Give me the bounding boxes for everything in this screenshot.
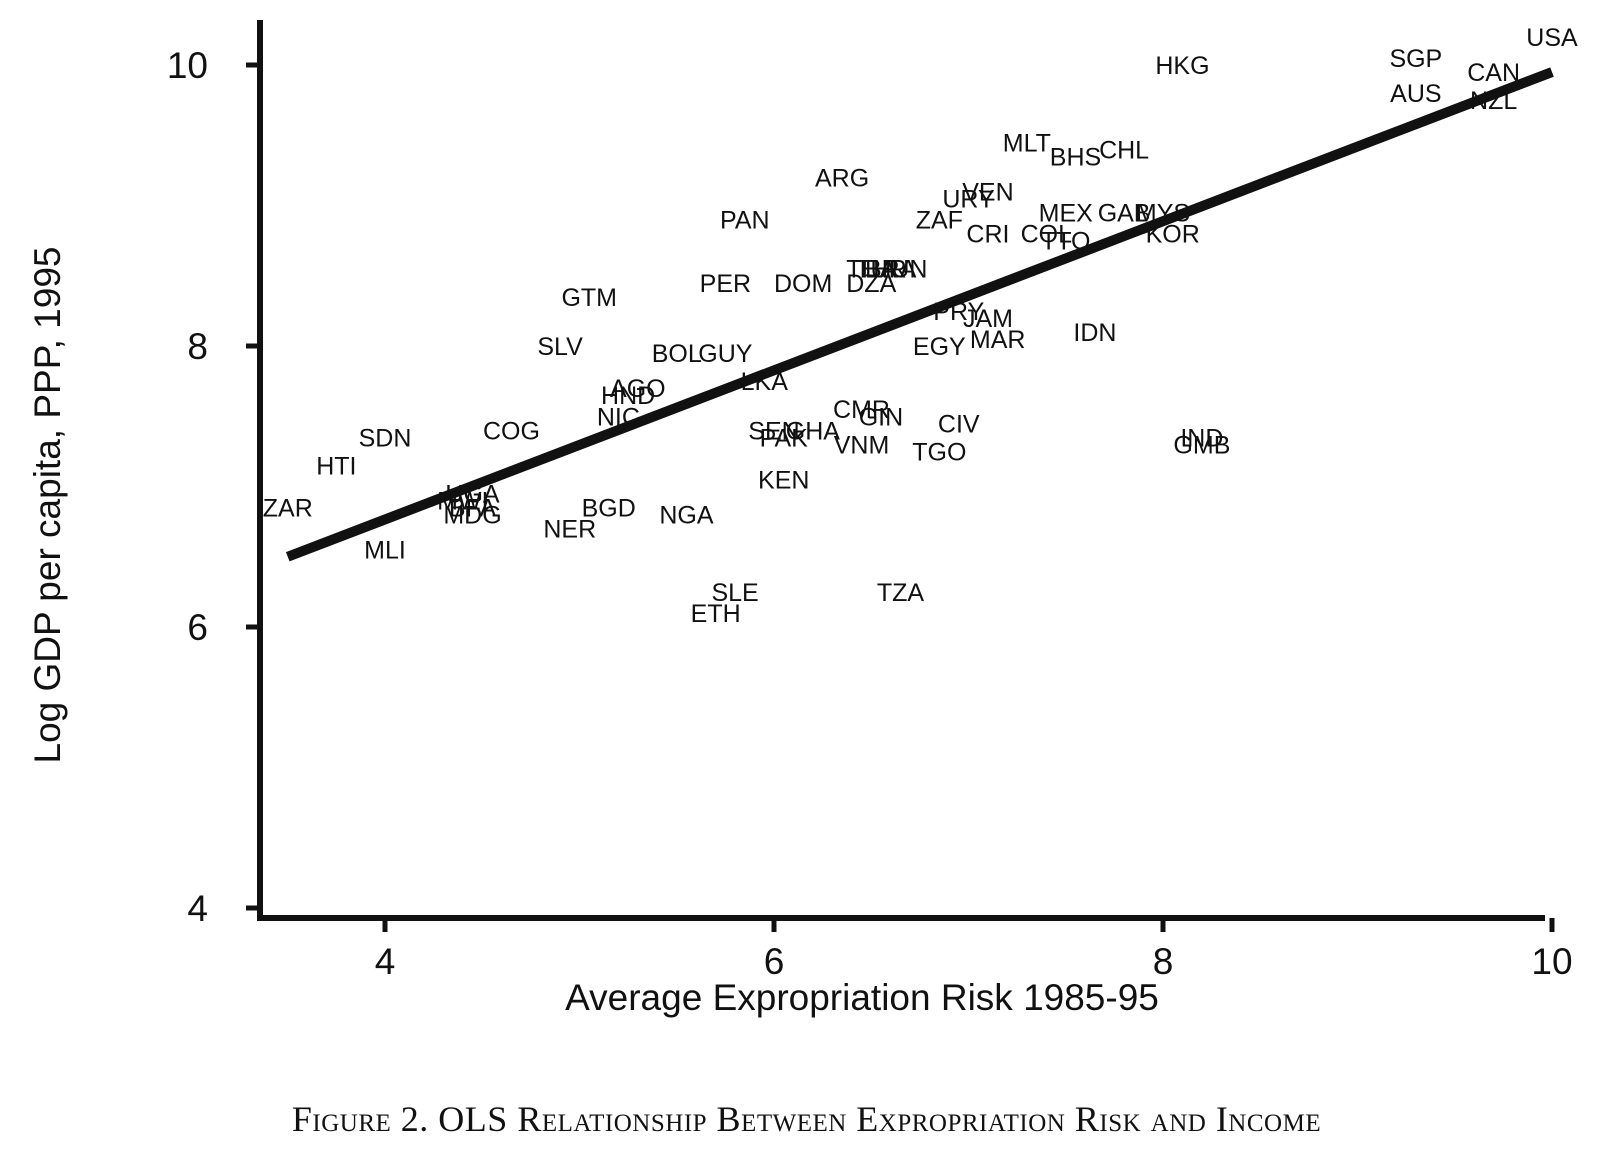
point-label-cri: CRI (966, 221, 1009, 249)
point-label-jam: JAM (963, 305, 1013, 333)
x-tick-label: 10 (1531, 941, 1572, 982)
point-label-chl: CHL (1099, 136, 1149, 164)
y-tick-label: 8 (187, 326, 208, 367)
point-label-bgd: BGD (582, 495, 636, 523)
point-label-arg: ARG (815, 164, 869, 192)
point-label-bhs: BHS (1050, 143, 1101, 171)
point-label-mdg: MDG (443, 502, 501, 530)
y-tick-label: 4 (187, 888, 208, 929)
point-label-ven: VEN (962, 178, 1013, 206)
x-axis-label: Average Expropriation Risk 1985-95 (565, 977, 1159, 1018)
point-label-uga: UGA (445, 481, 500, 509)
point-label-ago: AGO (610, 375, 666, 403)
point-label-nzl: NZL (1470, 87, 1517, 115)
point-label-hti: HTI (316, 452, 356, 480)
point-label-mwi: MWI (437, 488, 488, 516)
fit-line-group (285, 67, 1554, 562)
point-label-gab: GAB (1098, 200, 1151, 228)
figure-caption: Figure 2. OLS Relationship Between Expro… (291, 1099, 1322, 1139)
axes (257, 20, 1545, 921)
point-label-idn: IDN (1073, 319, 1116, 347)
point-label-nga: NGA (659, 502, 714, 530)
point-label-sle: SLE (711, 579, 758, 607)
point-label-gin: GIN (859, 403, 903, 431)
point-label-pan: PAN (720, 207, 770, 235)
point-label-can: CAN (1467, 59, 1520, 87)
point-label-tza: TZA (877, 579, 925, 607)
point-label-guy: GUY (698, 340, 753, 368)
point-label-eth: ETH (691, 600, 741, 628)
y-tick-label: 10 (167, 45, 208, 86)
point-label-slv: SLV (537, 333, 583, 361)
point-label-mex: MEX (1039, 200, 1094, 228)
y-tick-label: 6 (187, 607, 208, 648)
point-label-mar: MAR (970, 326, 1026, 354)
point-label-gha: GHA (786, 417, 841, 445)
point-label-sdn: SDN (359, 424, 412, 452)
axis-ticks: 4 6 8 10 4 6 8 10 (167, 45, 1573, 982)
point-label-tto: TTO (1041, 228, 1091, 256)
point-label-col: COL (1021, 221, 1073, 249)
point-label-gtm: GTM (561, 284, 617, 312)
point-label-ken: KEN (758, 466, 809, 494)
point-label-per: PER (700, 270, 751, 298)
y-axis-label: Log GDP per capita, PPP, 1995 (27, 247, 68, 764)
point-label-cog: COG (483, 417, 540, 445)
point-label-lka: LKA (741, 368, 789, 396)
ols-fit-line (285, 67, 1554, 562)
point-label-cmr: CMR (833, 396, 890, 424)
point-label-bfa: BFA (449, 495, 497, 523)
point-label-dza: DZA (846, 270, 896, 298)
point-label-kor: KOR (1146, 221, 1200, 249)
point-label-tgo: TGO (912, 438, 966, 466)
point-label-tur: TUR (855, 256, 906, 284)
point-label-bra: BRA (865, 256, 917, 284)
point-label-pak: PAK (760, 424, 808, 452)
point-label-vnm: VNM (834, 431, 890, 459)
point-label-hnd: HND (601, 382, 655, 410)
point-label-aus: AUS (1390, 80, 1441, 108)
point-label-usa: USA (1526, 24, 1578, 52)
point-label-mys: MYS (1136, 200, 1190, 228)
point-label-bol: BOL (652, 340, 702, 368)
x-tick-label: 6 (764, 941, 785, 982)
point-label-zar: ZAR (263, 495, 313, 523)
point-label-dom: DOM (774, 270, 832, 298)
point-label-ind: IND (1180, 424, 1223, 452)
point-label-nic: NIC (597, 403, 640, 431)
x-tick-label: 8 (1153, 941, 1174, 982)
point-label-mli: MLI (364, 537, 406, 565)
point-label-egy: EGY (913, 333, 966, 361)
point-label-pry: PRY (933, 298, 984, 326)
point-label-ury: URY (942, 185, 995, 213)
point-label-tha: THA (846, 256, 896, 284)
point-label-gmb: GMB (1173, 431, 1230, 459)
point-label-zaf: ZAF (916, 207, 963, 235)
x-tick-label: 4 (375, 941, 396, 982)
point-label-mlt: MLT (1003, 129, 1051, 157)
point-label-sen: SEN (748, 417, 799, 445)
point-label-hun: HUN (873, 256, 927, 284)
point-label-hkg: HKG (1155, 52, 1209, 80)
point-label-ner: NER (543, 516, 596, 544)
point-label-civ: CIV (938, 410, 980, 438)
point-label-sgp: SGP (1389, 45, 1442, 73)
